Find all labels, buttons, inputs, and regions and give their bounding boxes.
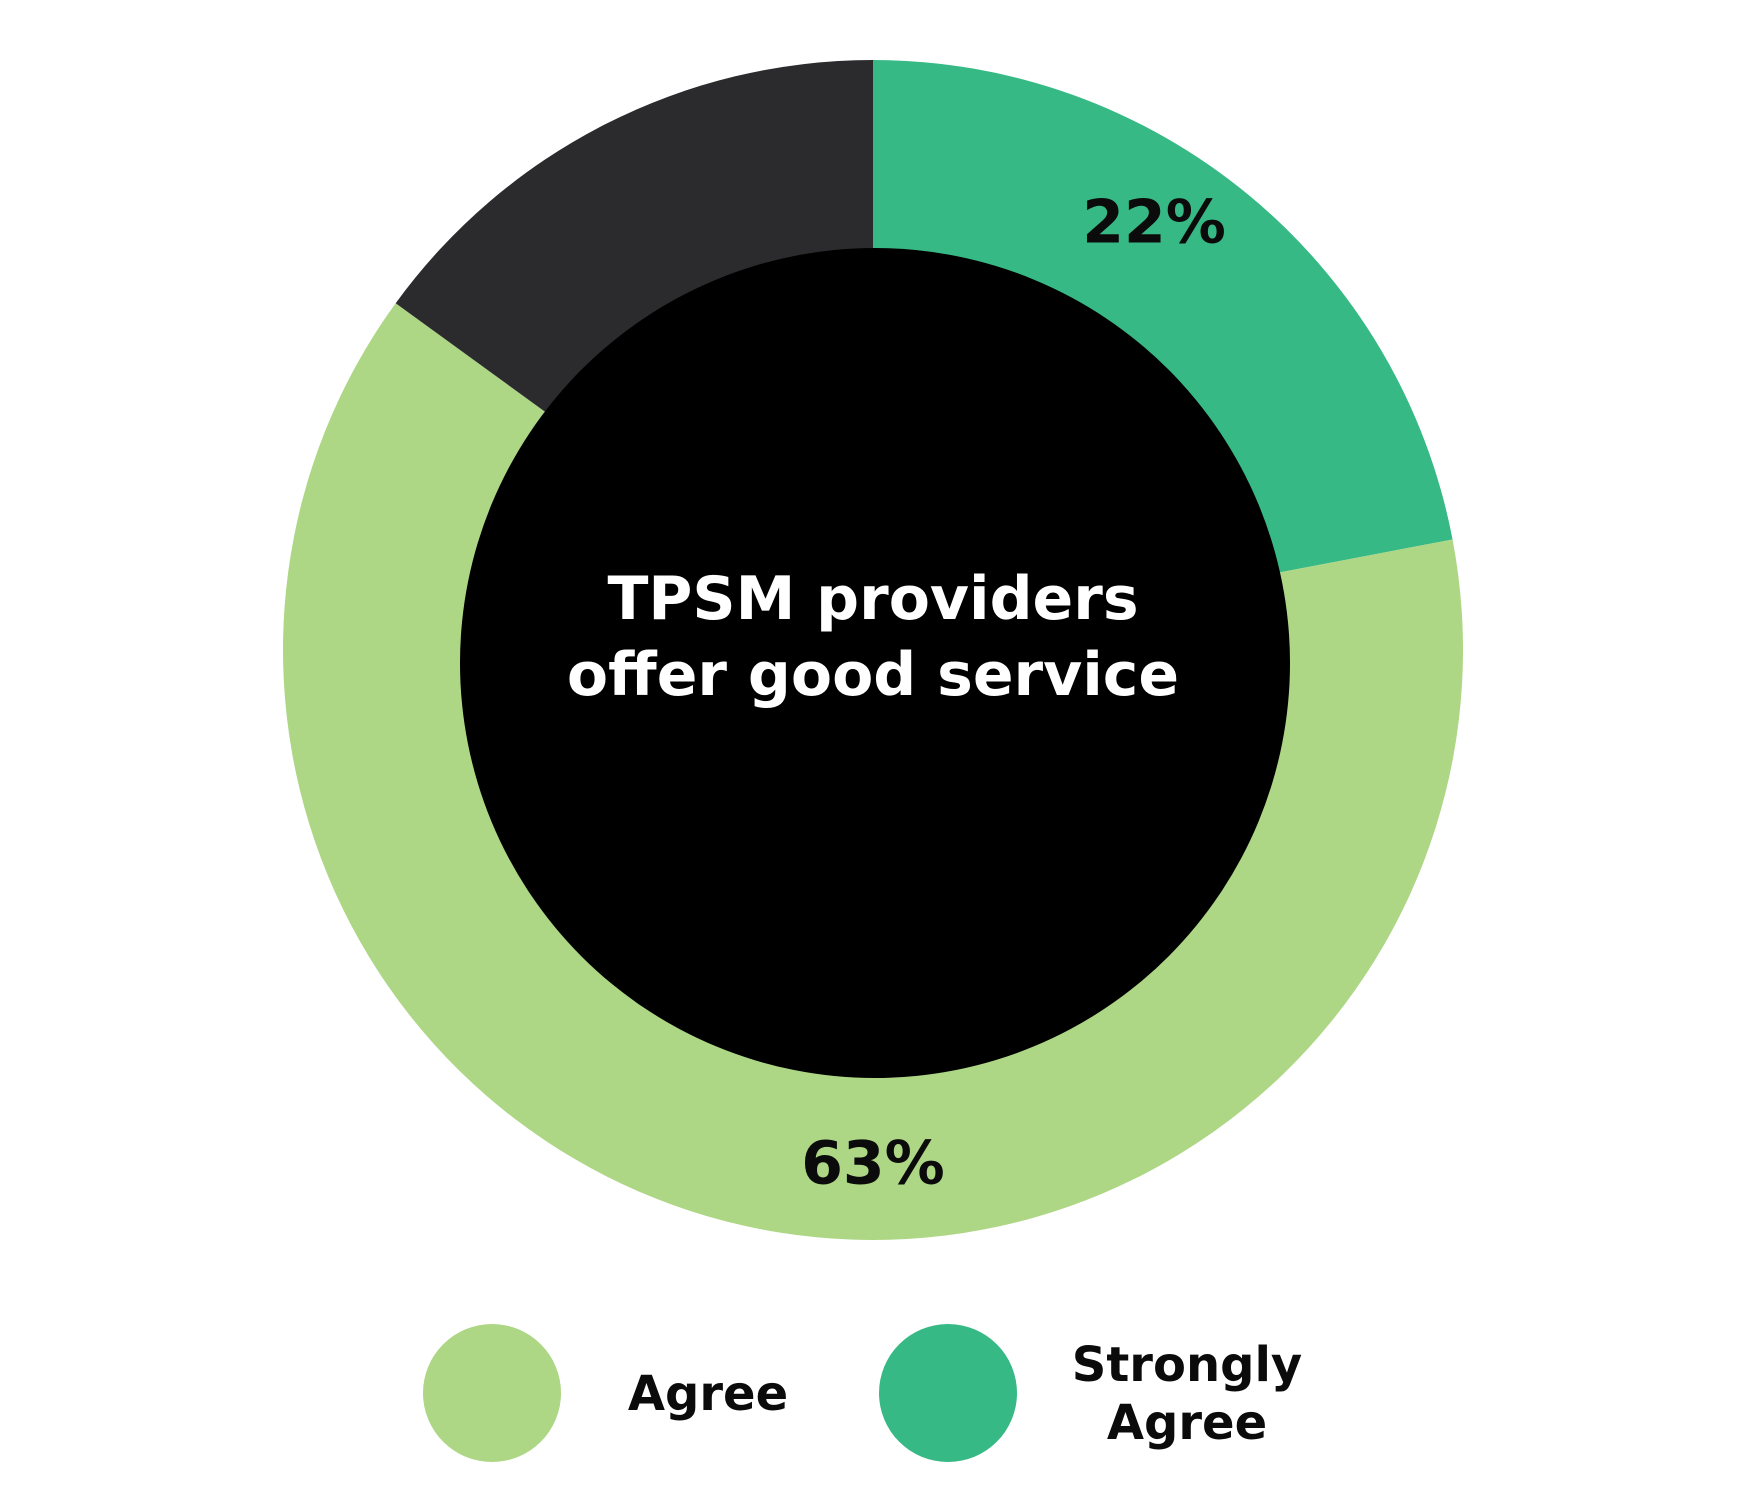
slice-label-agree: 63% xyxy=(801,1129,945,1199)
slice-labels-layer: 22% 63% xyxy=(801,188,1226,1199)
center-title-line: offer good service xyxy=(567,640,1179,710)
legend-label: Agree xyxy=(628,1366,788,1422)
legend-label: Strongly xyxy=(1072,1337,1302,1393)
slice-label-strongly-agree: 22% xyxy=(1082,188,1226,258)
legend-swatch xyxy=(879,1324,1017,1462)
center-title-line: TPSM providers xyxy=(607,564,1138,634)
center-disc xyxy=(460,248,1290,1078)
legend-label: Agree xyxy=(1107,1395,1267,1451)
legend-swatch xyxy=(423,1324,561,1462)
